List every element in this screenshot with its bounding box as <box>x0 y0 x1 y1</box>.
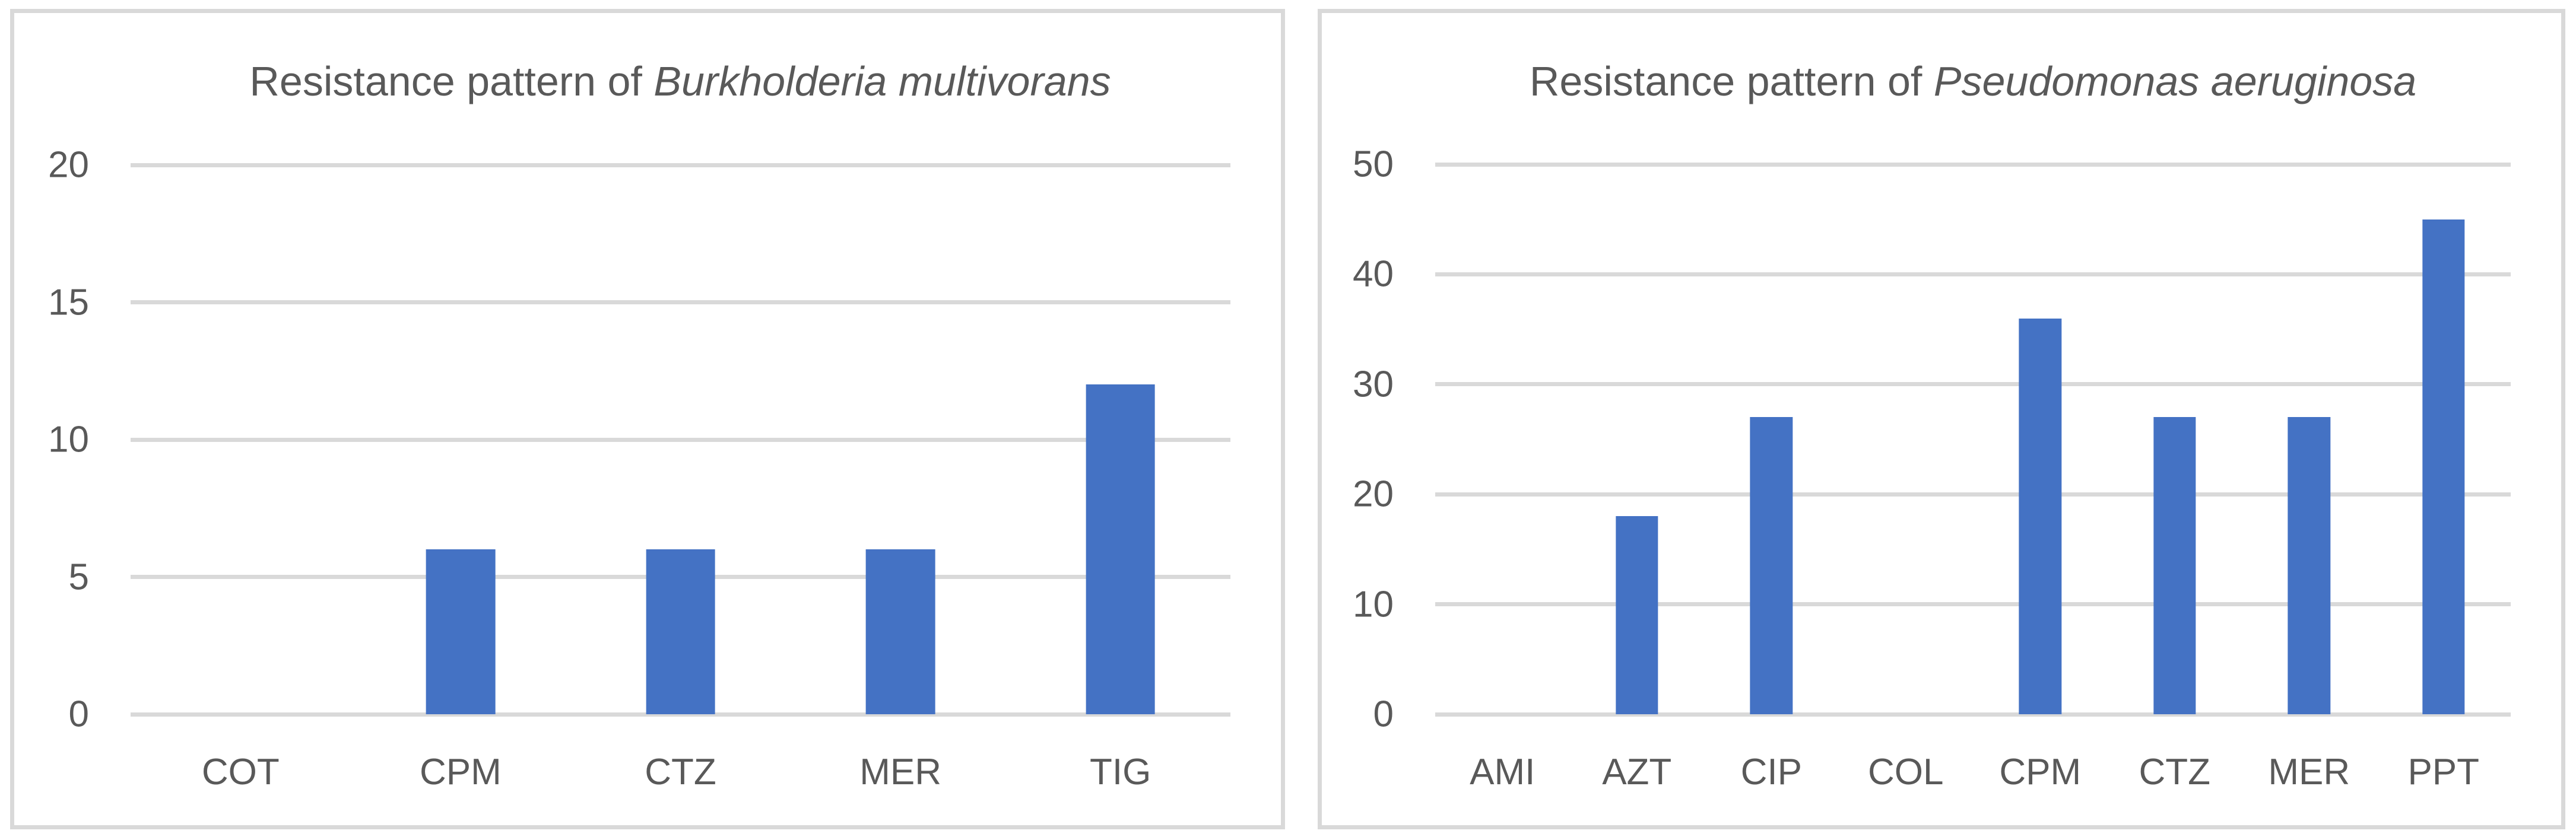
gridline-40 <box>1435 272 2511 276</box>
chart-panel-burkholderia: Resistance pattern of Burkholderia multi… <box>10 9 1285 829</box>
bar-cpm <box>426 549 496 714</box>
y-axis-tick-label: 10 <box>1353 584 1394 625</box>
x-axis-category-label: MER <box>2268 752 2350 793</box>
y-axis-tick-label: 50 <box>1353 144 1394 185</box>
chart-panel-pseudomonas: Resistance pattern of Pseudomonas aerugi… <box>1318 9 2565 829</box>
y-axis-tick-label: 20 <box>1353 473 1394 515</box>
chart-title-species: Burkholderia multivorans <box>653 58 1111 104</box>
x-axis-category-label: CPM <box>420 752 502 793</box>
y-axis-tick-label: 15 <box>48 282 89 323</box>
y-axis-tick-label: 5 <box>68 556 89 597</box>
y-axis-tick-label: 30 <box>1353 364 1394 405</box>
x-axis-category-label: COT <box>201 752 280 793</box>
gridline-30 <box>1435 382 2511 387</box>
plot-area: 0 10 20 30 40 50 AMI AZT CIP COL CPM CTZ MER PPT <box>1353 144 2511 793</box>
gridline-0 <box>1435 712 2511 717</box>
chart-title-text: Resistance pattern of <box>1529 58 1934 104</box>
x-axis-category-label: CTZ <box>645 752 716 793</box>
chart-title: Resistance pattern of Pseudomonas aerugi… <box>1530 58 2416 105</box>
y-axis-tick-label: 0 <box>68 693 89 735</box>
bar-ctz <box>646 549 715 714</box>
x-axis-category-label: TIG <box>1090 752 1151 793</box>
x-axis-category-label: CTZ <box>2139 752 2211 793</box>
bar-cpm <box>2019 318 2061 714</box>
gridline-15 <box>131 300 1230 304</box>
gridline-50 <box>1435 162 2511 167</box>
chart-title: Resistance pattern of Burkholderia multi… <box>249 58 1111 105</box>
plot-area: 0 5 10 15 20 COT CPM CTZ MER TIG <box>48 145 1230 793</box>
chart-title-species: Pseudomonas aeruginosa <box>1933 58 2417 104</box>
gridline-10 <box>1435 602 2511 607</box>
x-axis-category-label: COL <box>1868 752 1944 793</box>
y-axis-tick-label: 40 <box>1353 253 1394 295</box>
y-axis-tick-label: 10 <box>48 419 89 460</box>
x-axis-category-label: CIP <box>1740 752 1802 793</box>
gridline-10 <box>131 437 1230 442</box>
bar-ppt <box>2422 219 2465 714</box>
x-axis-category-label: CPM <box>1999 752 2082 793</box>
x-axis-category-label: MER <box>859 752 941 793</box>
gridline-20 <box>1435 492 2511 497</box>
gridline-0 <box>131 712 1230 717</box>
bar-cip <box>1750 417 1793 714</box>
x-axis-category-label: AZT <box>1602 752 1672 793</box>
bar-mer <box>865 549 935 714</box>
y-axis-tick-label: 20 <box>48 144 89 186</box>
y-axis-tick-label: 0 <box>1373 693 1394 735</box>
bar-mer <box>2288 417 2330 714</box>
gridline-20 <box>131 163 1230 167</box>
chart-title-text: Resistance pattern of <box>249 58 654 104</box>
bar-azt <box>1616 516 1658 714</box>
bar-ctz <box>2153 417 2196 714</box>
x-axis-category-label: AMI <box>1470 752 1536 793</box>
bar-tig <box>1086 384 1156 714</box>
x-axis-category-label: PPT <box>2407 752 2480 793</box>
